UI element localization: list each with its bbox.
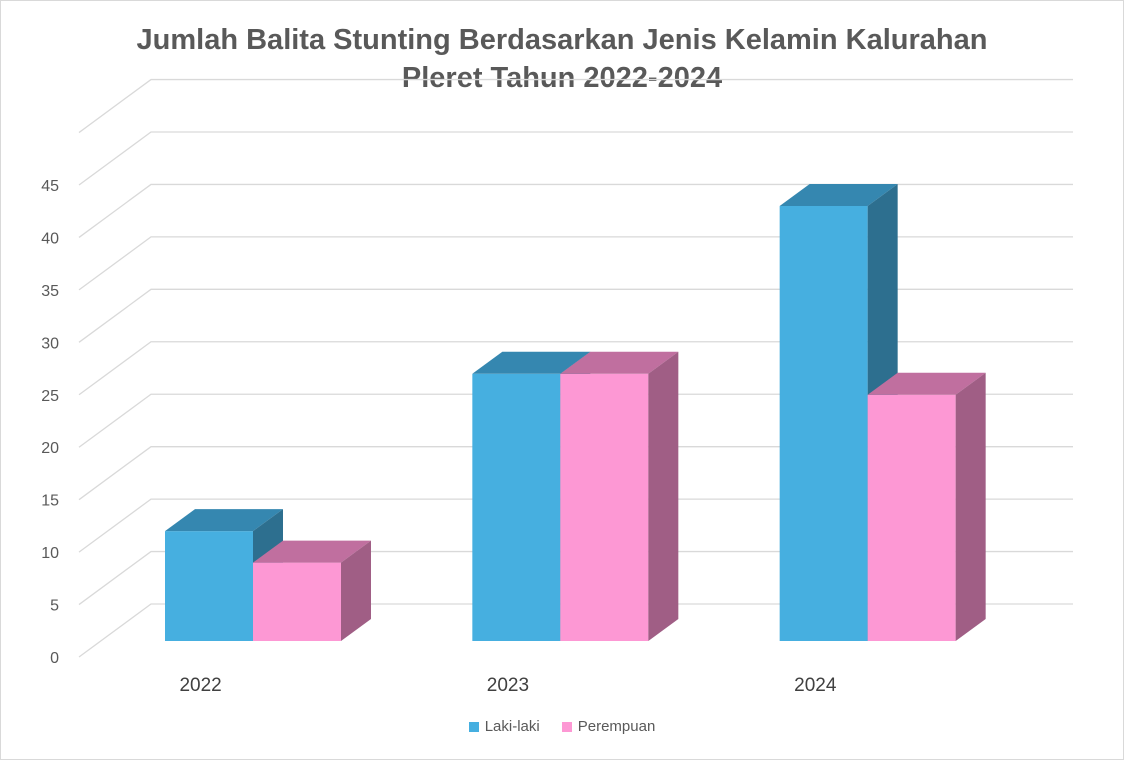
legend-item-perempuan: Perempuan xyxy=(561,718,656,735)
gridline xyxy=(78,550,1073,606)
bar-front xyxy=(560,373,649,641)
gridline xyxy=(78,288,1073,343)
bar-front xyxy=(165,531,253,641)
bar-front xyxy=(867,394,956,641)
chart-title: Jumlah Balita Stunting Berdasarkan Jenis… xyxy=(1,21,1123,97)
gridline xyxy=(78,78,1073,134)
gridline xyxy=(78,183,1073,238)
y-tick-label: 25 xyxy=(41,388,59,405)
gridline xyxy=(78,236,1073,291)
bar-top xyxy=(867,372,986,395)
bar-top xyxy=(472,351,591,374)
chart-title-line-2: Pleret Tahun 2022-2024 xyxy=(401,62,723,94)
bar-top xyxy=(253,540,371,563)
bar-front xyxy=(472,373,561,641)
x-tick-label: 2023 xyxy=(487,675,529,696)
bar-top xyxy=(165,509,283,532)
bar-side xyxy=(955,372,986,641)
y-tick-label: 5 xyxy=(50,598,59,615)
x-tick-label: 2022 xyxy=(179,675,221,696)
y-tick-label: 0 xyxy=(50,650,59,667)
legend-swatch-laki-laki xyxy=(468,721,479,732)
gridline xyxy=(78,131,1073,186)
bar-top xyxy=(779,183,898,206)
y-tick-label: 15 xyxy=(41,493,59,510)
bar-top xyxy=(560,351,679,374)
legend: Laki-laki Perempuan xyxy=(1,718,1123,735)
y-tick-label: 10 xyxy=(41,545,59,562)
y-tick-label: 20 xyxy=(41,440,59,457)
bar-side xyxy=(648,351,679,641)
gridline xyxy=(78,603,1073,658)
x-tick-label: 2024 xyxy=(794,675,837,696)
legend-label-perempuan: Perempuan xyxy=(577,718,656,735)
bar-front xyxy=(779,205,868,641)
y-tick-label: 30 xyxy=(41,335,59,352)
gridline xyxy=(78,393,1073,448)
bar-side xyxy=(341,540,371,641)
y-tick-label: 40 xyxy=(41,230,59,247)
gridline xyxy=(78,446,1073,501)
legend-swatch-perempuan xyxy=(561,721,572,732)
legend-item-laki-laki: Laki-laki xyxy=(468,718,540,735)
bar-front xyxy=(253,562,341,641)
y-tick-label: 45 xyxy=(41,178,59,195)
y-tick-label: 35 xyxy=(41,283,59,300)
gridline xyxy=(78,498,1073,553)
chart-title-line-1: Jumlah Balita Stunting Berdasarkan Jenis… xyxy=(136,24,988,56)
gridline xyxy=(78,341,1073,396)
legend-label-laki-laki: Laki-laki xyxy=(484,718,540,735)
